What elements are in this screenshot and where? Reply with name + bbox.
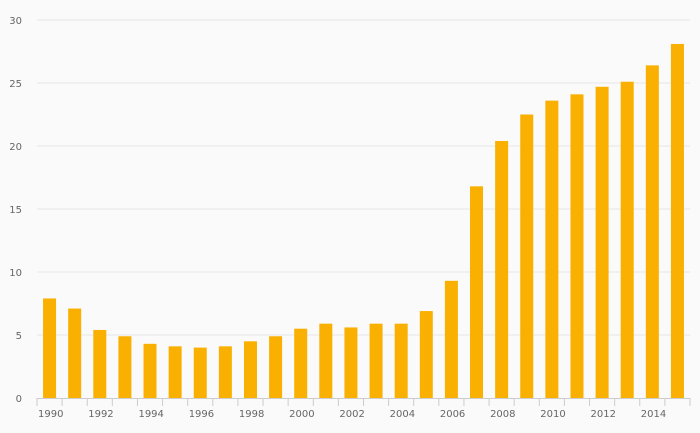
bar xyxy=(93,329,107,398)
y-tick-label: 0 xyxy=(16,394,22,405)
x-tick-label: 1992 xyxy=(88,409,113,420)
bar xyxy=(218,346,232,398)
bar xyxy=(670,43,684,398)
bar xyxy=(495,140,509,398)
bar xyxy=(419,311,433,398)
bar xyxy=(545,100,559,398)
bar xyxy=(620,81,634,399)
x-tick-label: 2002 xyxy=(339,409,364,420)
x-tick-label: 2014 xyxy=(641,409,666,420)
x-tick-label: 1994 xyxy=(138,409,163,420)
bar xyxy=(369,323,383,398)
bar xyxy=(294,328,308,398)
y-tick-label: 30 xyxy=(9,16,22,27)
y-tick-label: 20 xyxy=(9,142,22,153)
bar xyxy=(68,308,82,398)
gridlines xyxy=(37,19,690,336)
bars xyxy=(43,43,684,399)
bar xyxy=(143,343,157,398)
bar xyxy=(595,86,609,398)
bar xyxy=(520,114,534,398)
bar xyxy=(394,323,408,398)
bar xyxy=(444,280,458,398)
bar xyxy=(193,347,207,398)
x-tick-label: 1996 xyxy=(189,409,214,420)
bar xyxy=(118,336,132,398)
x-tick-label: 2008 xyxy=(490,409,515,420)
bar xyxy=(570,94,584,398)
x-tick-label: 2006 xyxy=(440,409,465,420)
y-tick-label: 15 xyxy=(9,205,22,216)
bar xyxy=(269,336,283,398)
y-axis-ticks: 0 5 10 15 20 25 30 xyxy=(9,16,22,405)
bar xyxy=(470,186,484,398)
y-tick-label: 25 xyxy=(9,79,22,90)
x-tick-label: 1990 xyxy=(38,409,63,420)
bar xyxy=(168,346,182,398)
bar xyxy=(319,323,333,398)
x-tick-label: 2004 xyxy=(390,409,415,420)
x-axis-ticks: 1990 1992 1994 1996 1998 2000 2002 2004 2006 2008… xyxy=(36,398,691,420)
x-tick-label: 2000 xyxy=(289,409,314,420)
y-tick-label: 10 xyxy=(9,268,22,279)
x-tick-label: 1998 xyxy=(239,409,264,420)
bar xyxy=(243,341,257,398)
bar xyxy=(645,65,659,399)
bar xyxy=(344,327,358,398)
x-tick-label: 2012 xyxy=(591,409,616,420)
bar xyxy=(43,298,57,398)
y-tick-label: 5 xyxy=(16,331,22,342)
x-tick-label: 2010 xyxy=(540,409,565,420)
